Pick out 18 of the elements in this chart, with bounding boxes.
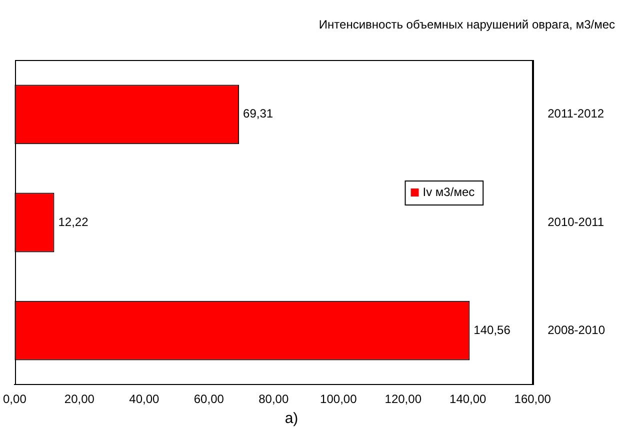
x-tick-label: 80,00 — [258, 392, 289, 406]
data-label: 12,22 — [58, 214, 89, 229]
data-label: 140,56 — [474, 322, 511, 337]
text: а) — [284, 410, 300, 428]
x-tick-label: 20,00 — [64, 392, 95, 406]
x-tick-label: 0,00 — [3, 392, 27, 406]
x-tick-label: 120,00 — [384, 392, 422, 406]
y-tick-label: 2010-2011 — [548, 214, 604, 229]
legend-label: Iv м3/мес — [422, 184, 475, 199]
data-label: 69,31 — [243, 106, 274, 121]
y-tick-label: 2008-2010 — [548, 322, 606, 337]
y-tick-label: 2011-2012 — [548, 106, 604, 121]
x-tick-label: 160,00 — [514, 392, 552, 406]
x-tick-label: 140,00 — [450, 392, 487, 406]
x-tick-label: 40,00 — [129, 392, 160, 406]
chart-title: Интенсивность объемных нарушений оврага, м3/мес — [318, 18, 615, 32]
x-tick-label: 100,00 — [320, 392, 358, 406]
x-tick-label: 60,00 — [194, 392, 224, 406]
